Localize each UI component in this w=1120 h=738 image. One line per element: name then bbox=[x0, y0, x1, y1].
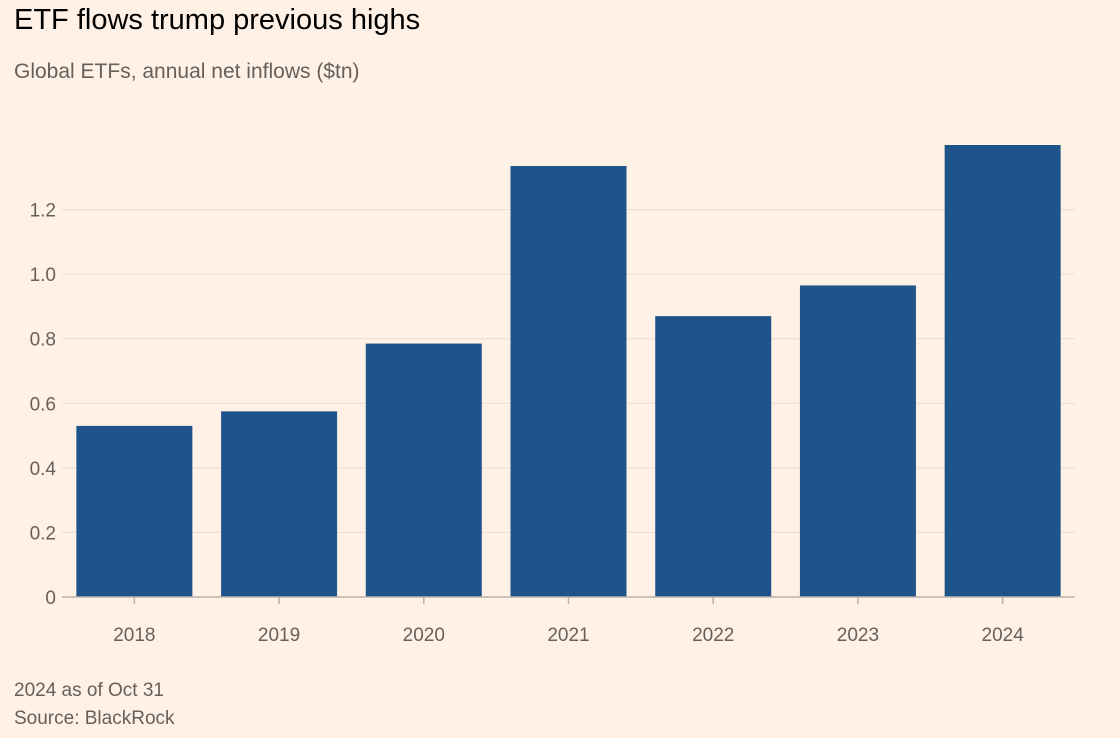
y-tick-label: 0.2 bbox=[30, 523, 56, 544]
axes: 0 0.2 0.4 0.6 0.8 1.0 1.2 2018 2019 2020 2021 2022 2… bbox=[30, 201, 1075, 646]
footnote: 2024 as of Oct 31 bbox=[14, 680, 164, 701]
chart-title: ETF flows trump previous highs bbox=[14, 4, 421, 36]
bar-2020 bbox=[365, 343, 482, 597]
y-tick-label: 0.4 bbox=[30, 459, 57, 480]
y-tick-label: 0.6 bbox=[30, 394, 56, 415]
bars bbox=[76, 145, 1061, 597]
x-tick-label: 2022 bbox=[692, 625, 734, 646]
source-note: Source: BlackRock bbox=[14, 708, 175, 729]
y-tick-label: 0 bbox=[45, 588, 56, 609]
x-tick-label: 2023 bbox=[837, 625, 879, 646]
x-tick-label: 2021 bbox=[547, 625, 589, 646]
bar-2022 bbox=[655, 316, 772, 597]
x-tick-label: 2018 bbox=[113, 625, 155, 646]
bar-2018 bbox=[76, 425, 193, 597]
y-tick-label: 0.8 bbox=[30, 330, 56, 351]
bar-2021 bbox=[510, 165, 627, 597]
bar-2024 bbox=[944, 145, 1061, 597]
bar-2023 bbox=[799, 285, 916, 597]
y-tick-label: 1.0 bbox=[30, 265, 56, 286]
chart-subtitle: Global ETFs, annual net inflows ($tn) bbox=[14, 60, 360, 83]
bar-2019 bbox=[221, 411, 338, 597]
x-tick-label: 2019 bbox=[258, 625, 300, 646]
x-tick-label: 2020 bbox=[403, 625, 445, 646]
x-tick-label: 2024 bbox=[982, 625, 1025, 646]
y-tick-label: 1.2 bbox=[30, 201, 56, 222]
